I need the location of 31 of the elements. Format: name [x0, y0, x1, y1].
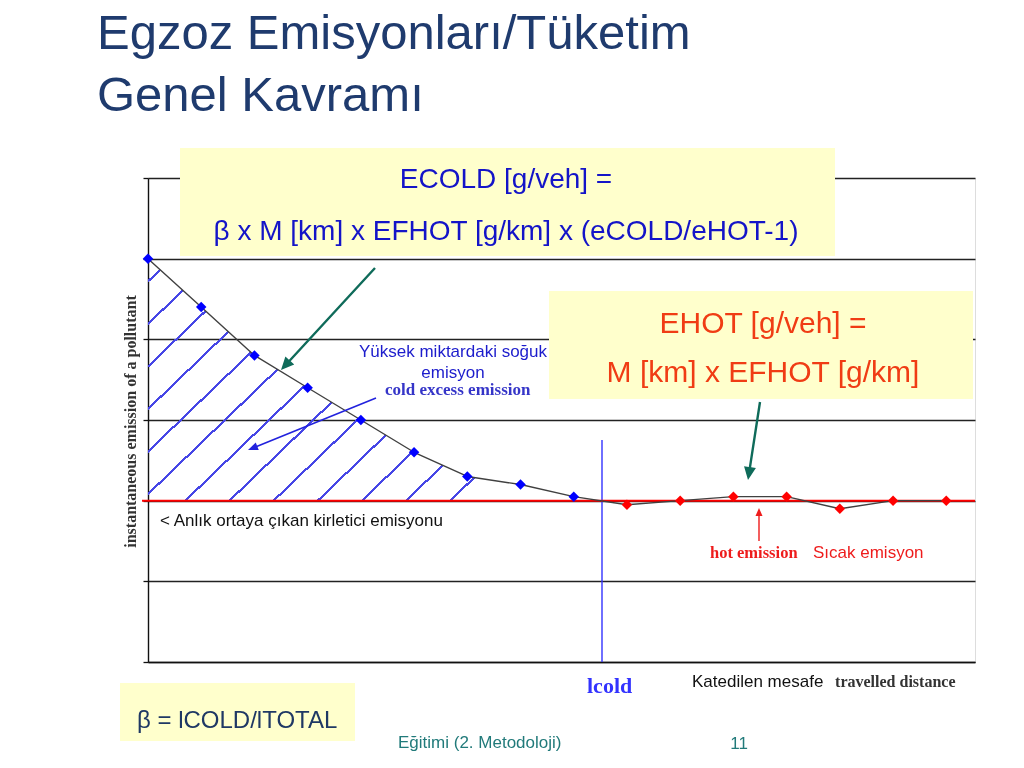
annotation: hot emission	[710, 543, 798, 562]
text: ECOLD [g/veh] = β x M [km] x EFHOT [g/km] x (eCOLD/eHOT-1)	[213, 163, 799, 246]
point	[834, 503, 846, 514]
x-axis-title: travelled distance	[835, 672, 956, 690]
annotation: EHOT [g/veh] = M [km] x EFHOT [g/km]	[606, 306, 920, 388]
point	[355, 414, 367, 426]
point	[515, 479, 526, 490]
annotation: Yüksek miktardaki soğuk emisyon	[358, 342, 548, 382]
point	[302, 382, 313, 393]
text: lcold	[587, 673, 633, 698]
annotation: Sıcak emisyon	[813, 543, 924, 562]
point	[728, 491, 739, 502]
point	[781, 491, 792, 502]
point	[408, 447, 420, 458]
text: 11	[730, 734, 748, 753]
text: Eğitimi (2. Metodoloji)	[398, 733, 562, 752]
annotation: < Anlık ortaya çıkan kirletici emisyonu	[160, 511, 443, 530]
point	[887, 495, 899, 506]
point	[195, 301, 207, 313]
point	[621, 499, 633, 510]
point	[568, 491, 579, 502]
chart-title: Egzoz Emisyonları/Tüketim Genel Kavramı	[97, 4, 691, 121]
point	[249, 350, 260, 361]
point	[462, 471, 473, 482]
y-axis-title: instantaneous emission of a pollutant	[121, 294, 140, 548]
text: β = lCOLD/lTOTAL	[137, 706, 338, 733]
point	[941, 495, 952, 506]
text: Katedilen mesafe	[692, 672, 824, 691]
point	[674, 495, 686, 506]
annotation: cold excess emission	[385, 380, 531, 399]
point	[142, 253, 154, 264]
